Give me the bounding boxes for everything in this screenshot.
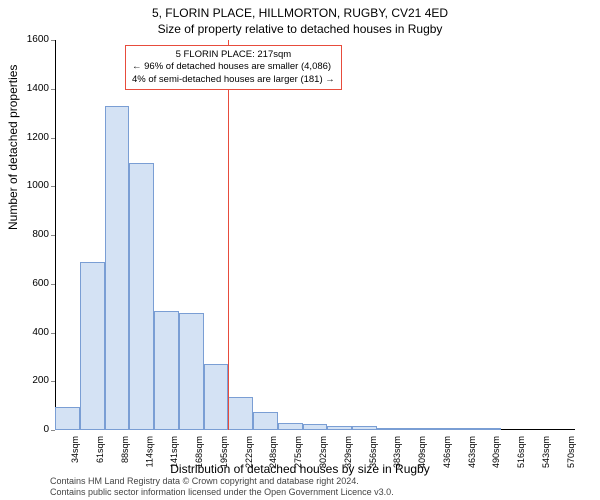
- annotation-box: 5 FLORIN PLACE: 217sqm ← 96% of detached…: [125, 45, 342, 90]
- histogram-bar: [105, 106, 130, 430]
- histogram-bar: [303, 424, 328, 430]
- y-axis-label: Number of detached properties: [6, 65, 20, 230]
- y-tick-mark: [51, 284, 55, 285]
- footer-line1: Contains HM Land Registry data © Crown c…: [50, 476, 394, 487]
- y-tick-mark: [51, 333, 55, 334]
- histogram-bar: [129, 163, 154, 430]
- annotation-line2: ← 96% of detached houses are smaller (4,…: [132, 61, 335, 73]
- y-tick-mark: [51, 381, 55, 382]
- histogram-bar: [402, 428, 427, 430]
- histogram-bar: [451, 428, 476, 430]
- histogram-bar: [426, 428, 451, 430]
- y-tick-label: 1200: [19, 132, 49, 143]
- histogram-bar: [352, 426, 377, 430]
- y-tick-mark: [51, 430, 55, 431]
- annotation-line3: 4% of semi-detached houses are larger (1…: [132, 74, 335, 86]
- histogram-bar: [377, 428, 402, 430]
- histogram-bar: [204, 364, 229, 430]
- y-tick-label: 1600: [19, 34, 49, 45]
- y-tick-mark: [51, 186, 55, 187]
- footer-attribution: Contains HM Land Registry data © Crown c…: [50, 476, 394, 498]
- histogram-bar: [228, 397, 253, 430]
- y-tick-label: 400: [19, 327, 49, 338]
- chart-title-main: 5, FLORIN PLACE, HILLMORTON, RUGBY, CV21…: [0, 6, 600, 20]
- histogram-bar: [80, 262, 105, 430]
- chart-container: 5 FLORIN PLACE: 217sqm ← 96% of detached…: [55, 40, 575, 430]
- x-tick-label: 34sqm: [70, 436, 80, 463]
- plot-area: 5 FLORIN PLACE: 217sqm ← 96% of detached…: [55, 40, 575, 430]
- y-tick-label: 0: [19, 424, 49, 435]
- y-axis-line: [55, 40, 56, 430]
- reference-line: [228, 40, 229, 430]
- y-tick-mark: [51, 89, 55, 90]
- y-tick-mark: [51, 235, 55, 236]
- y-tick-label: 1000: [19, 180, 49, 191]
- histogram-bar: [55, 407, 80, 430]
- annotation-line1: 5 FLORIN PLACE: 217sqm: [132, 49, 335, 61]
- y-tick-mark: [51, 40, 55, 41]
- y-tick-label: 200: [19, 375, 49, 386]
- histogram-bar: [476, 428, 501, 430]
- x-axis-label: Distribution of detached houses by size …: [0, 462, 600, 476]
- y-tick-label: 600: [19, 278, 49, 289]
- histogram-bar: [179, 313, 204, 430]
- histogram-bar: [253, 412, 278, 430]
- x-tick-label: 61sqm: [95, 436, 105, 463]
- histogram-bar: [154, 311, 179, 430]
- x-tick-label: 88sqm: [120, 436, 130, 463]
- y-tick-label: 800: [19, 229, 49, 240]
- histogram-bar: [278, 423, 303, 430]
- y-tick-label: 1400: [19, 83, 49, 94]
- y-tick-mark: [51, 138, 55, 139]
- footer-line2: Contains public sector information licen…: [50, 487, 394, 498]
- chart-title-sub: Size of property relative to detached ho…: [0, 22, 600, 36]
- histogram-bar: [327, 426, 352, 430]
